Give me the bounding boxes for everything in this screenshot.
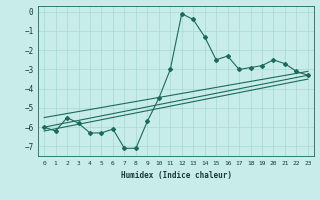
X-axis label: Humidex (Indice chaleur): Humidex (Indice chaleur) — [121, 171, 231, 180]
